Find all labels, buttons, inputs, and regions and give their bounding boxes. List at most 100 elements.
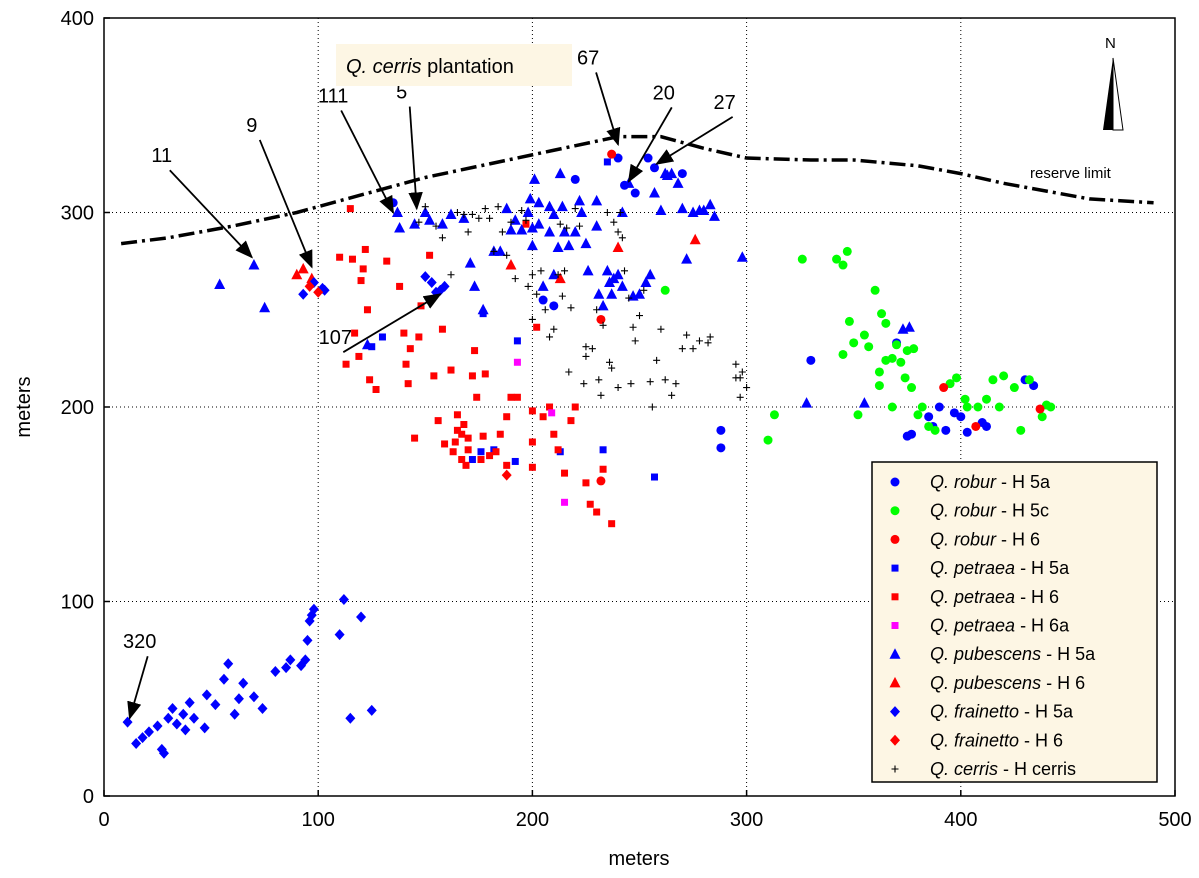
data-point (962, 427, 972, 437)
data-point (494, 245, 506, 256)
data-point (494, 203, 502, 211)
data-point (838, 260, 848, 270)
data-point (900, 373, 910, 383)
data-point (152, 720, 163, 732)
legend-label: Q. cerris - H cerris (930, 759, 1076, 779)
data-point (616, 209, 624, 216)
data-point (539, 413, 547, 421)
data-point (546, 403, 554, 411)
data-point (346, 205, 354, 213)
data-point (218, 673, 229, 685)
data-point (858, 397, 870, 408)
annotation-label: 11 (151, 145, 172, 167)
data-point (956, 412, 966, 422)
data-point (689, 233, 701, 245)
data-point (603, 209, 611, 216)
legend-habitat: - H 6 (1015, 587, 1059, 607)
annotation-arrow (655, 116, 734, 165)
annotation-arrows: 11 9 111 5 67 20 27 107 320 (123, 47, 736, 720)
data-point (355, 352, 363, 360)
data-point (158, 747, 169, 759)
legend-label: Q. robur - H 6 (930, 529, 1040, 549)
data-point (505, 259, 517, 270)
data-point (672, 380, 680, 388)
data-point (481, 205, 489, 213)
data-point (419, 206, 431, 217)
data-point (849, 338, 859, 348)
data-point (640, 276, 652, 288)
data-point (952, 373, 962, 383)
annotation-arrow (169, 169, 254, 259)
data-point (582, 343, 590, 351)
data-point (479, 432, 487, 440)
data-point (363, 306, 371, 314)
data-point (565, 368, 573, 376)
data-point (304, 280, 315, 292)
data-point (649, 163, 659, 173)
data-point (930, 425, 940, 435)
data-point (453, 411, 461, 419)
data-point (596, 314, 606, 324)
data-point (548, 268, 560, 280)
data-point (447, 271, 455, 279)
data-point (501, 202, 513, 214)
data-point (524, 192, 536, 204)
legend-entry: Q. petraea - H 6 (891, 587, 1059, 607)
data-point (994, 402, 1004, 412)
legend-species: Q. petraea (930, 558, 1015, 578)
data-point (180, 724, 191, 736)
data-point (596, 476, 606, 486)
data-point (137, 732, 148, 744)
data-point (214, 278, 226, 289)
data-point (223, 658, 234, 670)
data-point (554, 272, 566, 284)
data-point (143, 726, 154, 738)
legend-species: Q. robur (930, 529, 997, 549)
data-point (738, 368, 746, 376)
data-point (644, 268, 656, 280)
data-point (131, 737, 142, 749)
legend-species: Q. petraea (930, 616, 1015, 636)
data-point (396, 282, 404, 290)
data-point (556, 220, 564, 228)
legend-label: Q. robur - H 5a (930, 472, 1051, 492)
data-point (248, 691, 259, 703)
data-point (400, 329, 408, 337)
data-point (708, 210, 720, 221)
data-point (599, 321, 607, 329)
data-point (582, 264, 594, 276)
data-point (801, 397, 813, 408)
data-point (907, 383, 917, 393)
legend-marker (891, 622, 899, 629)
data-point (597, 299, 609, 311)
data-point (580, 380, 588, 388)
data-point (460, 210, 468, 218)
series-circle (660, 246, 1056, 445)
data-point (528, 438, 536, 446)
data-point (537, 280, 549, 291)
data-point (567, 417, 575, 425)
data-point (563, 224, 571, 232)
data-point (411, 434, 419, 442)
data-point (677, 169, 687, 179)
legend-marker (891, 593, 899, 601)
data-point (614, 384, 622, 392)
data-point (475, 214, 483, 222)
legend-entry: Q. frainetto - H 5a (890, 702, 1074, 722)
data-point (550, 430, 558, 438)
y-tick-label: 200 (61, 397, 94, 419)
data-point (558, 292, 566, 300)
data-point (567, 304, 575, 312)
data-point (415, 218, 423, 226)
x-tick-label: 400 (944, 809, 977, 831)
data-point (313, 286, 324, 298)
data-point (706, 333, 714, 341)
data-point (593, 306, 601, 314)
annotation-label: 67 (577, 47, 599, 69)
data-point (361, 245, 369, 253)
plantation-label: Q. cerris plantation (336, 44, 572, 86)
data-point (1024, 375, 1034, 385)
data-point (612, 268, 624, 280)
data-point (464, 434, 472, 442)
data-point (394, 222, 406, 233)
